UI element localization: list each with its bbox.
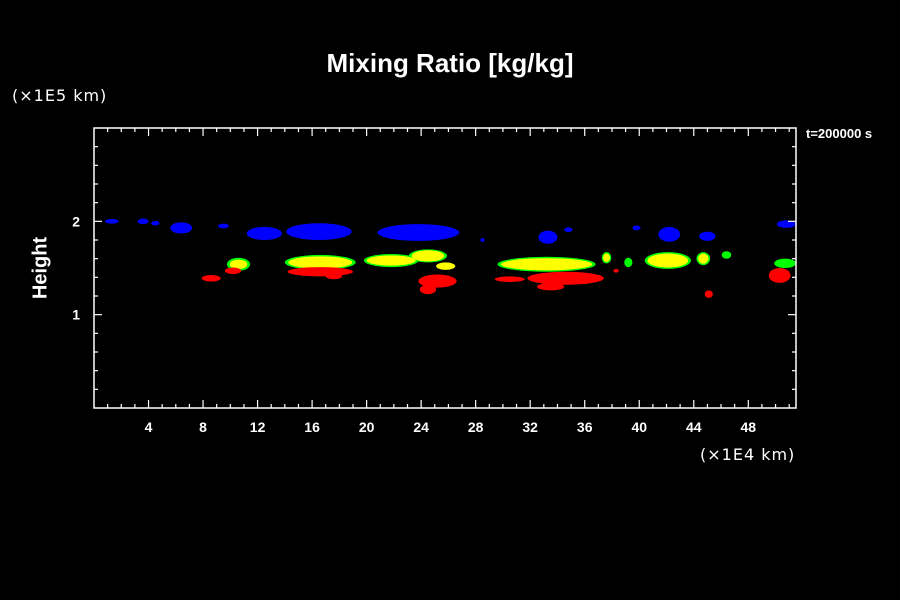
green-contour-patch xyxy=(774,258,796,269)
yellow-contour-patch xyxy=(647,253,689,268)
x-scale-label: (×1E4 km) xyxy=(700,445,796,464)
blue-contour-patch xyxy=(658,226,681,242)
y-tick-label: 1 xyxy=(72,307,80,323)
time-label: t=200000 s xyxy=(806,126,873,141)
x-tick-label: 48 xyxy=(741,419,757,435)
contour-patches xyxy=(104,218,796,298)
x-tick-label: 44 xyxy=(686,419,702,435)
blue-contour-patch xyxy=(218,223,229,229)
red-contour-patch xyxy=(201,275,221,282)
blue-contour-patch xyxy=(151,220,160,226)
x-tick-label: 36 xyxy=(577,419,593,435)
blue-contour-patch xyxy=(632,225,641,231)
yellow-contour-patch xyxy=(229,259,248,269)
yellow-contour-patch xyxy=(366,255,416,266)
blue-contour-patch xyxy=(246,226,283,240)
green-contour-patch xyxy=(721,251,732,259)
x-tick-label: 4 xyxy=(145,419,153,435)
red-contour-patch xyxy=(613,268,619,273)
red-contour-patch xyxy=(325,273,343,280)
yellow-contour-patch xyxy=(411,250,445,262)
red-contour-patch xyxy=(224,267,242,275)
x-tick-label: 28 xyxy=(468,419,484,435)
x-tick-label: 32 xyxy=(522,419,538,435)
blue-contour-patch xyxy=(104,219,119,224)
blue-contour-patch xyxy=(137,218,149,225)
red-contour-patch xyxy=(768,268,791,283)
blue-contour-patch xyxy=(480,238,485,242)
y-scale-label: (×1E5 km) xyxy=(12,86,108,105)
yellow-contour-patch xyxy=(698,253,709,264)
blue-contour-patch xyxy=(776,220,796,228)
yellow-contour-patch xyxy=(500,258,593,271)
blue-contour-patch xyxy=(170,222,193,234)
blue-contour-patch xyxy=(699,231,716,241)
yellow-contour-patch xyxy=(436,262,456,270)
blue-contour-patch xyxy=(564,227,573,233)
x-tick-label: 12 xyxy=(250,419,266,435)
yellow-contour-patch xyxy=(603,253,610,262)
blue-contour-patch xyxy=(377,224,460,241)
red-contour-patch xyxy=(537,282,565,291)
x-tick-label: 40 xyxy=(631,419,647,435)
x-tick-label: 24 xyxy=(413,419,429,435)
red-contour-patch xyxy=(494,276,525,283)
chart-title: Mixing Ratio [kg/kg] xyxy=(326,48,574,78)
plot-frame xyxy=(93,127,797,409)
green-contour-patch xyxy=(624,257,633,268)
x-tick-label: 16 xyxy=(304,419,320,435)
red-contour-patch xyxy=(287,267,353,277)
blue-contour-patch xyxy=(286,223,352,241)
yellow-contour-patch xyxy=(288,256,353,269)
blue-contour-patch xyxy=(538,230,558,244)
red-contour-patch xyxy=(419,284,437,295)
x-tick-label: 8 xyxy=(199,419,207,435)
red-contour-patch xyxy=(418,274,457,288)
red-contour-patch xyxy=(527,271,604,285)
x-tick-label: 20 xyxy=(359,419,375,435)
red-contour-patch xyxy=(704,290,713,298)
y-tick-label: 2 xyxy=(72,213,80,229)
